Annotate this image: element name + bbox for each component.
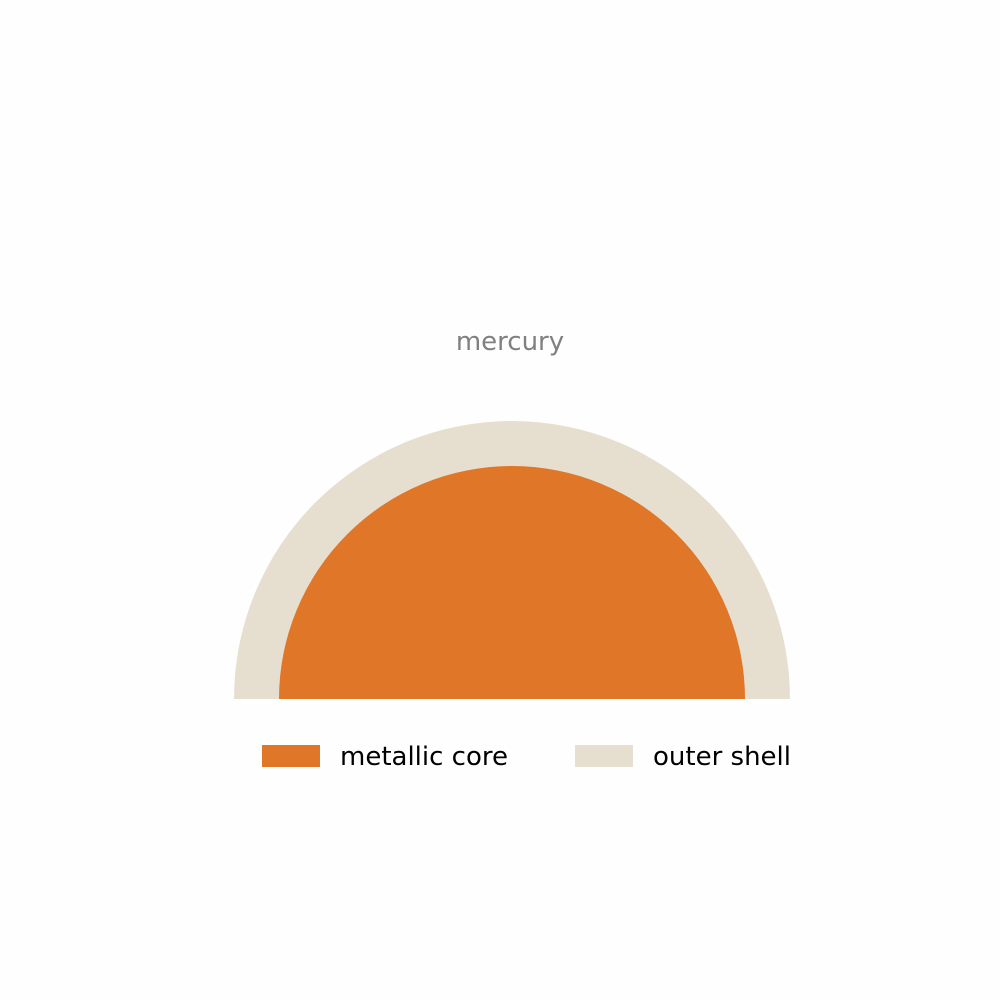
- legend-swatch-outer-shell: [575, 745, 633, 767]
- diagram-title: mercury: [456, 327, 564, 357]
- legend-swatch-metallic-core: [262, 745, 320, 767]
- legend: metallic core outer shell: [262, 742, 791, 772]
- metallic-core-half-disc: [279, 466, 745, 699]
- legend-label-metallic-core: metallic core: [340, 742, 508, 772]
- legend-item-outer-shell: outer shell: [575, 742, 791, 772]
- legend-item-metallic-core: metallic core: [262, 742, 508, 772]
- legend-label-outer-shell: outer shell: [653, 742, 791, 772]
